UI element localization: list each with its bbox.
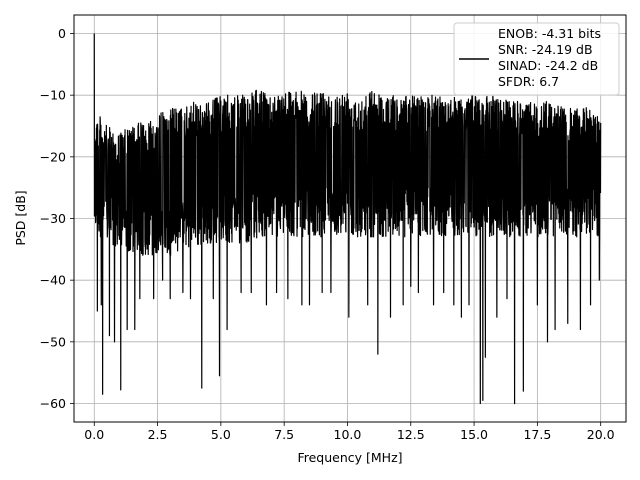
- legend-box: [453, 22, 620, 96]
- legend: ENOB: -4.31 bits SNR: -24.19 dB SINAD: -…: [453, 22, 620, 96]
- legend-entry-enob: ENOB: -4.31 bits: [498, 26, 601, 41]
- x-tick-label: 0.0: [84, 427, 104, 442]
- y-axis-label: PSD [dB]: [13, 190, 28, 245]
- x-tick-label: 5.0: [211, 427, 231, 442]
- x-tick-label: 15.0: [460, 427, 488, 442]
- y-tick-label: −30: [40, 211, 66, 226]
- plot-area: [93, 33, 602, 405]
- y-tick-label: −60: [40, 396, 66, 411]
- x-tick-label: 17.5: [523, 427, 551, 442]
- legend-entry-snr: SNR: -24.19 dB: [498, 42, 593, 57]
- x-axis-label: Frequency [MHz]: [297, 450, 402, 465]
- x-tick-label: 10.0: [334, 427, 362, 442]
- y-tick-label: −10: [40, 88, 66, 103]
- psd-series-line: [93, 33, 602, 405]
- y-tick-label: 0: [58, 26, 66, 41]
- y-tick-label: −20: [40, 149, 66, 164]
- x-tick-label: 7.5: [274, 427, 294, 442]
- x-tick-label: 20.0: [587, 427, 615, 442]
- y-tick-label: −40: [40, 273, 66, 288]
- y-tick-label: −50: [40, 334, 66, 349]
- legend-entry-sfdr: SFDR: 6.7: [498, 74, 559, 89]
- x-axis-ticks: 0.0 2.5 5.0 7.5 10.0 12.5 15.0 17.5 20.0: [84, 422, 615, 442]
- y-axis-ticks: 0 −10 −20 −30 −40 −50 −60: [40, 26, 74, 411]
- x-tick-label: 12.5: [397, 427, 425, 442]
- legend-entry-sinad: SINAD: -24.2 dB: [498, 58, 598, 73]
- x-tick-label: 2.5: [148, 427, 168, 442]
